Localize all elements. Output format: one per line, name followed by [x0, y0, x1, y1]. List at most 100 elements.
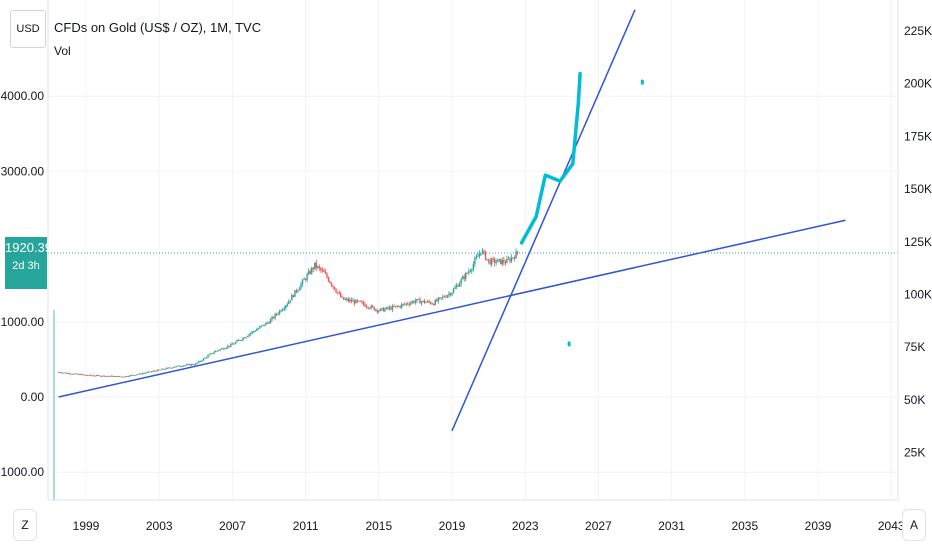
candle-body — [336, 292, 339, 294]
candle-body — [461, 276, 464, 280]
candle-body — [390, 307, 392, 310]
candle-body — [202, 358, 205, 361]
candle-body — [210, 353, 212, 355]
candle-body — [376, 309, 378, 312]
candle-body — [385, 307, 388, 309]
candle-body — [326, 273, 328, 278]
currency-button[interactable]: USD — [10, 10, 46, 48]
candle-body — [68, 373, 70, 374]
candle-body — [378, 311, 380, 312]
candle-body — [330, 283, 333, 286]
candle-body — [99, 375, 101, 377]
candle-body — [469, 271, 471, 273]
corner-right-label: A — [909, 518, 918, 532]
candle-body — [248, 334, 250, 337]
candle-body — [365, 306, 368, 308]
candle-body — [298, 288, 301, 291]
candle-body — [394, 306, 397, 307]
candle-body — [88, 374, 90, 376]
candle-body — [272, 317, 275, 319]
time-axis-tick: 2023 — [512, 519, 539, 533]
time-zone-button[interactable]: Z — [13, 509, 37, 541]
candle-body — [396, 306, 398, 307]
candle-body — [219, 349, 221, 351]
bar-countdown: 2d 3h — [12, 260, 40, 272]
candle-body — [111, 375, 113, 377]
candle-body — [134, 375, 136, 376]
candle-body — [176, 365, 179, 367]
candle-body — [507, 258, 510, 260]
candle-body — [237, 340, 240, 341]
candle-body — [192, 364, 194, 365]
candle-body — [516, 251, 519, 254]
candle-body — [323, 270, 325, 272]
corner-left-label: Z — [21, 518, 29, 532]
candle-body — [260, 325, 263, 327]
candle-body — [184, 365, 186, 367]
candle-body — [57, 372, 60, 373]
candle-body — [227, 345, 229, 348]
candle-body — [359, 300, 362, 302]
right-volume-axis: 225K 200K 175K 150K 125K 100K 75K 50K 25K — [904, 24, 932, 460]
candle-body — [121, 376, 124, 378]
volume-indicator-label[interactable]: Vol — [54, 44, 71, 58]
candle-body — [131, 374, 133, 376]
candle-body — [407, 303, 409, 305]
candle-body — [304, 279, 307, 280]
candle-body — [434, 300, 436, 306]
left-axis-tick: 1000.00 — [1, 315, 45, 329]
right-axis-tick: 200K — [904, 77, 932, 91]
candle-body — [80, 374, 83, 376]
candle-body — [397, 305, 400, 307]
candle-body — [114, 376, 116, 377]
candle-body — [297, 290, 299, 292]
candle-body — [83, 374, 86, 376]
candle-body — [250, 333, 252, 335]
candle-body — [73, 373, 75, 375]
candle-body — [242, 337, 244, 340]
candle-body — [214, 351, 217, 353]
candle-body — [315, 262, 317, 268]
candle-body — [344, 299, 346, 301]
candle-body — [362, 302, 365, 305]
candle-body — [156, 369, 159, 372]
candle-body — [187, 364, 189, 366]
candle-body — [175, 366, 177, 368]
currency-label: USD — [16, 23, 40, 35]
candle-body — [422, 300, 424, 302]
candle-body — [333, 286, 336, 290]
candle-body — [278, 310, 281, 314]
candle-body — [137, 374, 139, 376]
candle-body — [211, 353, 214, 354]
candle-body — [178, 365, 180, 367]
candle-body — [503, 259, 505, 263]
candle-body — [454, 287, 456, 290]
left-axis-tick: -1000.00 — [0, 465, 44, 479]
candle-body — [431, 303, 433, 305]
candle-body — [282, 309, 284, 311]
candle-body — [429, 302, 432, 304]
candle-body — [384, 308, 386, 312]
candle-body — [387, 307, 389, 309]
candle-body — [195, 363, 197, 365]
annotation-mark — [640, 79, 644, 85]
current-price-value: 1920.39 — [5, 240, 52, 255]
candle-body — [147, 371, 150, 373]
candle-body — [301, 279, 304, 284]
candle-body — [158, 369, 160, 371]
candle-body — [141, 373, 144, 375]
candle-body — [196, 362, 199, 364]
candle-body — [153, 370, 156, 372]
candle-body — [274, 314, 276, 319]
candle-body — [417, 299, 420, 300]
auto-scale-button[interactable]: A — [902, 509, 926, 541]
candle-body — [256, 329, 258, 331]
candle-body — [271, 317, 273, 320]
candle-body — [509, 258, 511, 262]
time-axis-tick: 1999 — [73, 519, 100, 533]
candle-body — [251, 331, 253, 334]
candle-body — [79, 374, 81, 375]
candle-body — [443, 296, 446, 298]
candle-body — [414, 300, 417, 303]
